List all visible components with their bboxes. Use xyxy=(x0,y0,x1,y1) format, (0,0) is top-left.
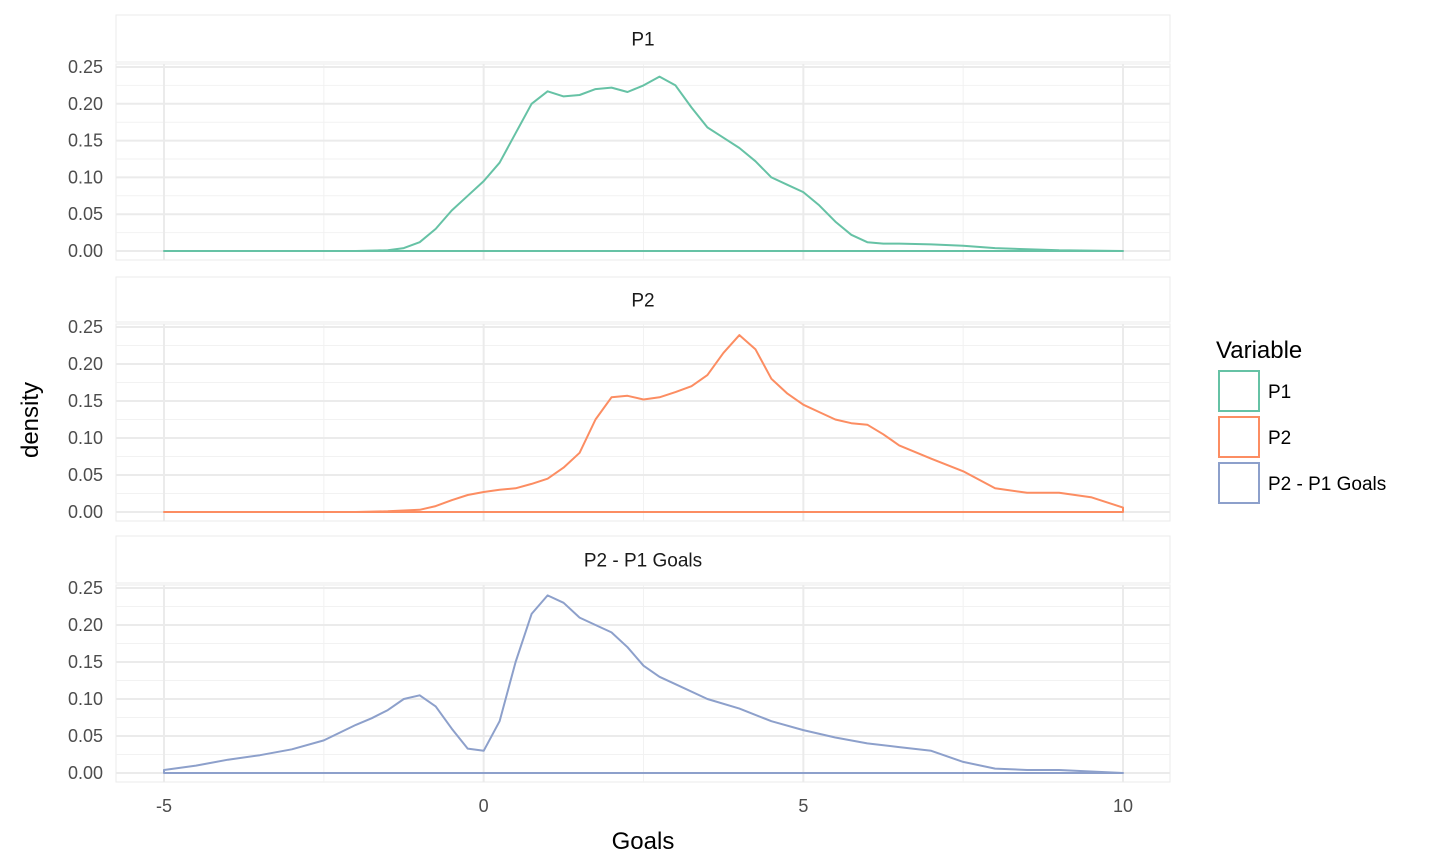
density-line-p1 xyxy=(163,75,1124,252)
density-line-p2 xyxy=(163,334,1124,513)
legend-label: P2 - P1 Goals xyxy=(1268,474,1386,495)
y-tick-label: 0.10 xyxy=(68,428,103,448)
y-axis-title: density xyxy=(17,382,44,458)
legend-title: Variable xyxy=(1216,337,1302,364)
y-tick-label: 0.15 xyxy=(68,652,103,672)
strip-background xyxy=(115,14,1171,63)
y-tick-label: 0.05 xyxy=(68,465,103,485)
strip-background xyxy=(115,535,1171,584)
legend-key-p1 xyxy=(1218,370,1260,412)
strip-label: P2 - P1 Goals xyxy=(584,551,702,572)
strip-label: P2 xyxy=(631,291,654,312)
legend-item-p1: P1 xyxy=(1218,370,1291,412)
y-tick-label: 0.05 xyxy=(68,204,103,224)
x-axis-title: Goals xyxy=(612,828,675,855)
y-tick-label: 0.00 xyxy=(68,502,103,522)
y-tick-label: 0.25 xyxy=(68,317,103,337)
panel-p2: P2 0.00 0.05 0.10 0.15 0.20 0.25 xyxy=(68,276,1171,522)
y-tick-label: 0.00 xyxy=(68,241,103,261)
x-tick-label: 5 xyxy=(798,796,808,816)
y-tick-label: 0.15 xyxy=(68,131,103,151)
legend-item-p2: P2 xyxy=(1218,416,1291,458)
density-line-p2-p1-goals xyxy=(163,594,1124,774)
y-tick-label: 0.20 xyxy=(68,615,103,635)
y-tick-label: 0.15 xyxy=(68,391,103,411)
y-tick-label: 0.25 xyxy=(68,578,103,598)
y-tick-label: 0.05 xyxy=(68,726,103,746)
panel-p1: P1 0.00 0.05 0.10 0.15 0.20 0.25 xyxy=(68,14,1171,261)
legend-key-p2-p1-goals xyxy=(1218,462,1260,504)
legend-label: P2 xyxy=(1268,428,1291,449)
strip-background xyxy=(115,276,1171,323)
x-tick-label: 10 xyxy=(1113,796,1133,816)
y-tick-label: 0.00 xyxy=(68,763,103,783)
legend-key-p2 xyxy=(1218,416,1260,458)
strip-label: P1 xyxy=(631,30,654,51)
y-tick-label: 0.20 xyxy=(68,354,103,374)
y-tick-label: 0.25 xyxy=(68,57,103,77)
legend-label: P1 xyxy=(1268,382,1291,403)
y-tick-label: 0.20 xyxy=(68,94,103,114)
y-tick-label: 0.10 xyxy=(68,689,103,709)
legend: Variable P1 P2 P2 - P1 Goals xyxy=(1216,337,1386,504)
y-tick-label: 0.10 xyxy=(68,167,103,187)
x-tick-label: -5 xyxy=(156,796,172,816)
legend-item-p2-p1-goals: P2 - P1 Goals xyxy=(1218,462,1386,504)
panel-p2-p1-goals: P2 - P1 Goals 0.00 0.05 0.10 0.15 0.20 0.25 xyxy=(68,535,1171,783)
x-tick-label: 0 xyxy=(479,796,489,816)
